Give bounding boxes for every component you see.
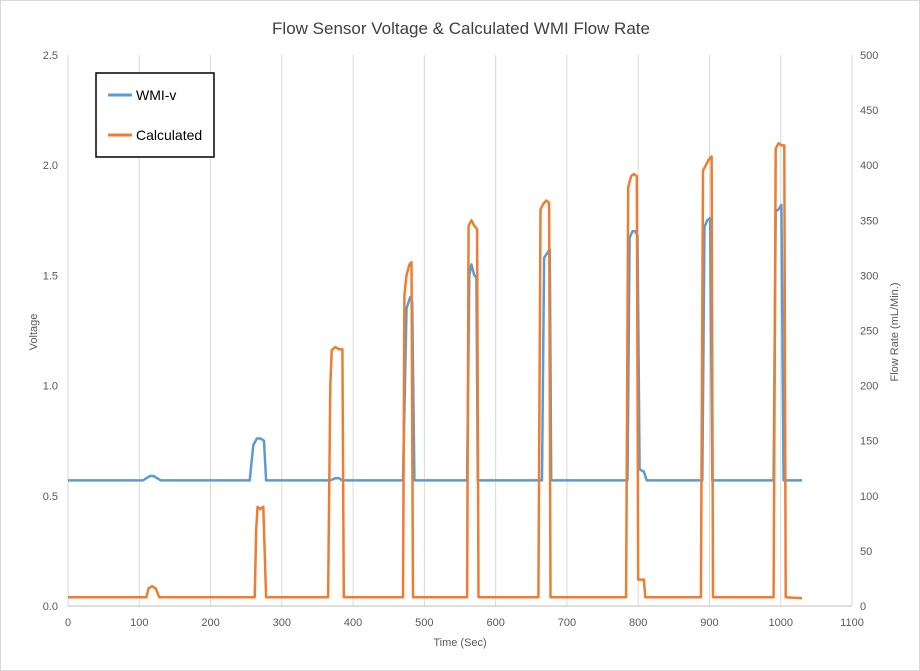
y2-tick-label: 150 [860, 436, 878, 448]
y2-axis-ticks: 0 50 100 150 200 250 300 350 400 450 500 [860, 50, 878, 613]
y-tick-label: 2.0 [43, 160, 58, 172]
y2-tick-label: 350 [860, 215, 878, 227]
y-axis-title: Voltage [28, 314, 40, 351]
y2-tick-label: 250 [860, 326, 878, 338]
y-axis-ticks: 0.0 0.5 1.0 1.5 2.0 2.5 [43, 50, 58, 613]
legend-box [95, 72, 215, 158]
x-tick-label: 900 [700, 617, 718, 629]
x-axis-title: Time (Sec) [433, 637, 486, 649]
legend-label-calculated: Calculated [136, 127, 202, 143]
legend-label-wmi-v: WMI-v [136, 87, 176, 103]
x-tick-label: 1000 [768, 617, 792, 629]
x-tick-label: 800 [629, 617, 647, 629]
series-line-calculated [68, 141, 803, 600]
x-axis-ticks: 0 100 200 300 400 500 600 700 800 900 1000 1100 [65, 617, 864, 629]
y-tick-label: 0.5 [43, 491, 58, 503]
y2-tick-label: 50 [860, 546, 872, 558]
y2-tick-label: 300 [860, 270, 878, 282]
chart-title: Flow Sensor Voltage & Calculated WMI Flo… [272, 19, 650, 38]
x-tick-label: 500 [415, 617, 433, 629]
y2-tick-label: 450 [860, 105, 878, 117]
x-tick-label: 400 [344, 617, 362, 629]
y2-tick-label: 200 [860, 381, 878, 393]
x-tick-label: 100 [130, 617, 148, 629]
y2-axis-title: Flow Rate (mL/Min.) [889, 282, 901, 381]
x-tick-label: 700 [558, 617, 576, 629]
y2-tick-label: 100 [860, 491, 878, 503]
legend: WMI-v Calculated [95, 72, 215, 158]
x-tick-label: 600 [486, 617, 504, 629]
series-line-wmi-v [68, 203, 803, 482]
x-tick-label: 300 [273, 617, 291, 629]
y-tick-label: 2.5 [43, 50, 58, 62]
x-tick-label: 1100 [840, 617, 864, 629]
x-tick-label: 200 [201, 617, 219, 629]
y2-tick-label: 500 [860, 50, 878, 62]
y-tick-label: 0.0 [43, 601, 58, 613]
y2-tick-label: 400 [860, 160, 878, 172]
y-tick-label: 1.0 [43, 381, 58, 393]
y2-tick-label: 0 [860, 601, 866, 613]
y-tick-label: 1.5 [43, 270, 58, 282]
x-tick-label: 0 [65, 617, 71, 629]
series-layer [68, 141, 803, 600]
